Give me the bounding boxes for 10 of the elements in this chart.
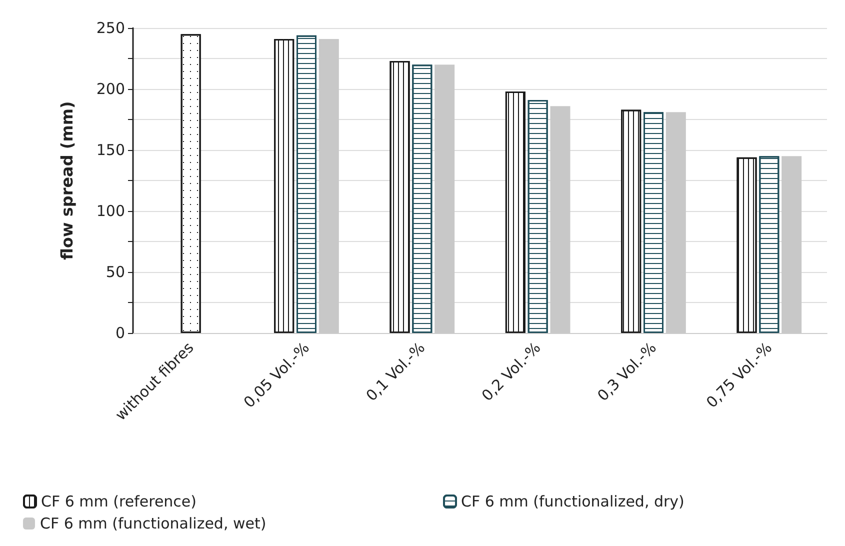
y-tick-label: 150: [96, 141, 125, 159]
y-tick-label: 250: [96, 19, 125, 37]
y-axis-title: flow spread (mm): [58, 101, 76, 260]
y-tick-label: 0: [115, 324, 125, 342]
y-tick-label: 50: [106, 263, 125, 281]
legend-label: CF 6 mm (functionalized, dry): [461, 492, 684, 510]
y-tick-label: 100: [96, 202, 125, 220]
legend-label: CF 6 mm (reference): [41, 492, 197, 510]
y-tick-label: 200: [96, 80, 125, 98]
legend-label: CF 6 mm (functionalized, wet): [40, 514, 266, 532]
